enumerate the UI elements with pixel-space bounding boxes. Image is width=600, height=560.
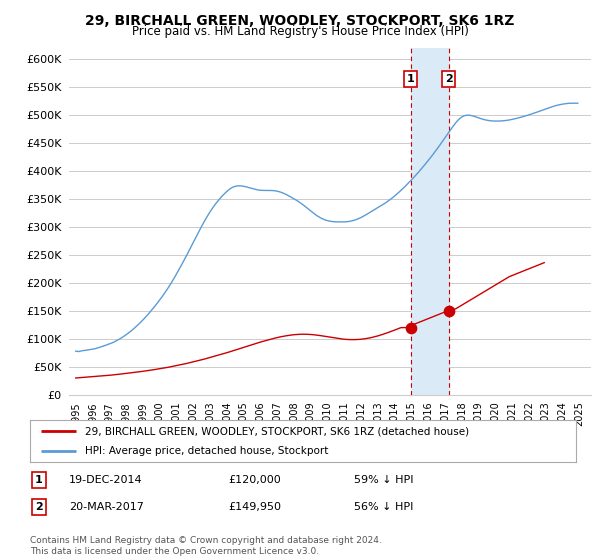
Text: £120,000: £120,000 xyxy=(228,475,281,485)
Text: 1: 1 xyxy=(35,475,43,485)
Text: 2: 2 xyxy=(35,502,43,512)
Text: Contains HM Land Registry data © Crown copyright and database right 2024.
This d: Contains HM Land Registry data © Crown c… xyxy=(30,536,382,556)
Point xyxy=(406,323,416,332)
Point xyxy=(444,306,454,315)
Text: 1: 1 xyxy=(407,74,415,84)
Bar xyxy=(411,48,449,395)
Text: 2: 2 xyxy=(445,74,452,84)
Text: 19-DEC-2014: 19-DEC-2014 xyxy=(69,475,143,485)
Text: Price paid vs. HM Land Registry's House Price Index (HPI): Price paid vs. HM Land Registry's House … xyxy=(131,25,469,38)
Text: HPI: Average price, detached house, Stockport: HPI: Average price, detached house, Stoc… xyxy=(85,446,328,456)
Text: £149,950: £149,950 xyxy=(228,502,281,512)
Text: 29, BIRCHALL GREEN, WOODLEY, STOCKPORT, SK6 1RZ (detached house): 29, BIRCHALL GREEN, WOODLEY, STOCKPORT, … xyxy=(85,426,469,436)
Text: 59% ↓ HPI: 59% ↓ HPI xyxy=(354,475,413,485)
Text: 20-MAR-2017: 20-MAR-2017 xyxy=(69,502,144,512)
Text: 56% ↓ HPI: 56% ↓ HPI xyxy=(354,502,413,512)
Text: 29, BIRCHALL GREEN, WOODLEY, STOCKPORT, SK6 1RZ: 29, BIRCHALL GREEN, WOODLEY, STOCKPORT, … xyxy=(85,14,515,28)
